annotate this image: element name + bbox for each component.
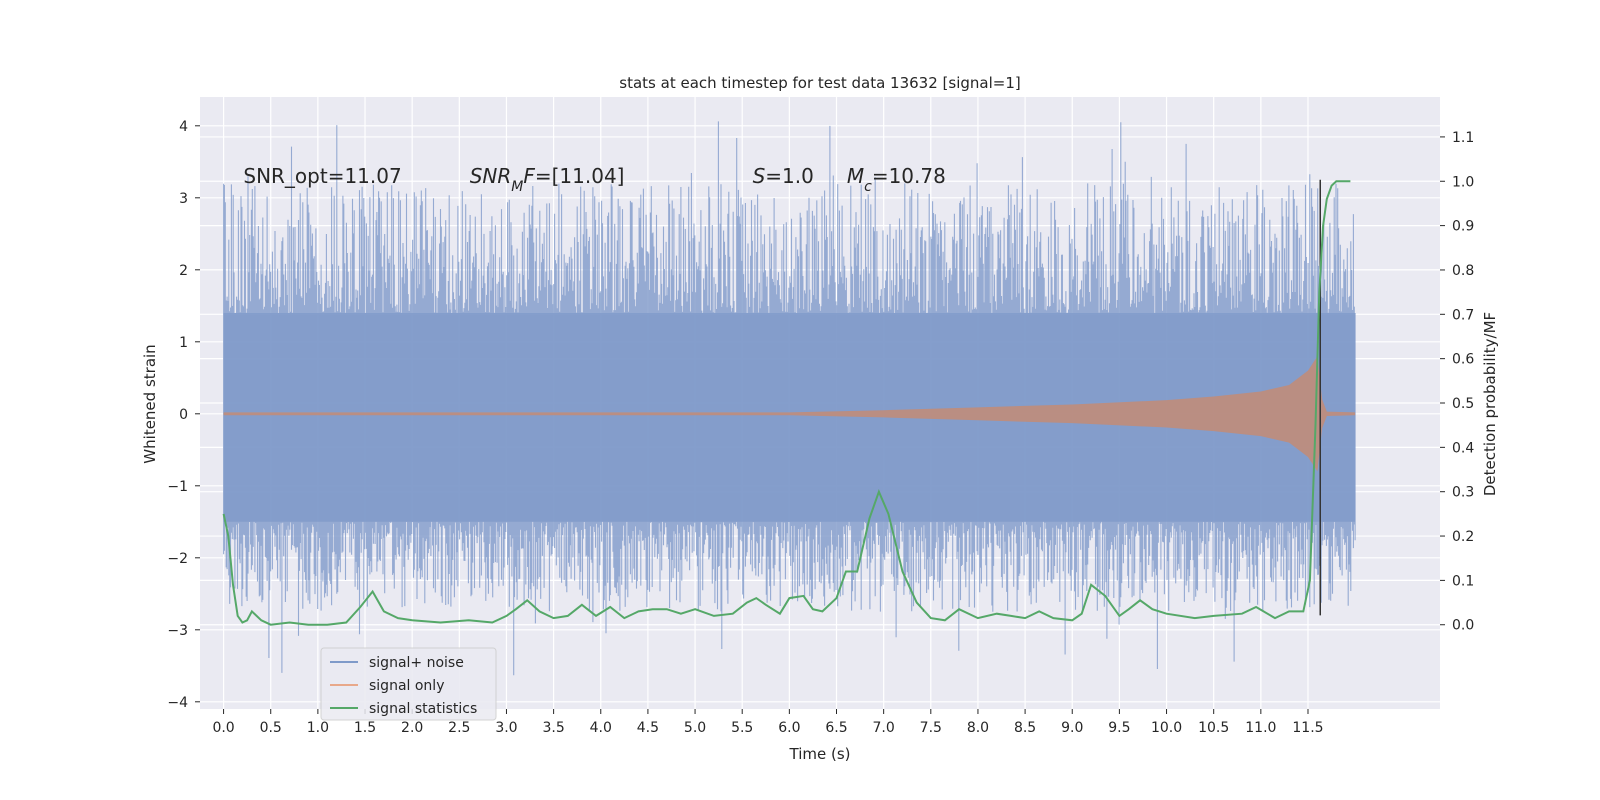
legend: signal+ noise signal only signal statist… bbox=[320, 647, 497, 721]
y-tick-label: 2 bbox=[179, 263, 188, 279]
y-axis-label: Whitened strain bbox=[141, 344, 159, 463]
y2-tick-label: 0.3 bbox=[1452, 485, 1474, 501]
y-tick-label: −1 bbox=[167, 479, 188, 495]
x-tick-label: 8.5 bbox=[1014, 720, 1036, 736]
stats-series-layer bbox=[222, 180, 1351, 626]
signal-only-series bbox=[223, 356, 1356, 472]
y2-tick-label: 0.6 bbox=[1452, 352, 1474, 368]
x-tick-label: 10.5 bbox=[1198, 720, 1229, 736]
y2-tick-label: 0.0 bbox=[1452, 618, 1474, 634]
x-tick-label: 3.0 bbox=[495, 720, 517, 736]
chart-title: stats at each timestep for test data 136… bbox=[619, 74, 1020, 92]
signal-statistics-series bbox=[222, 180, 1351, 626]
annotation-text: Mc=10.78 bbox=[847, 164, 946, 195]
y-tick-label: −4 bbox=[167, 695, 188, 711]
legend-label-noise: signal+ noise bbox=[369, 655, 464, 671]
x-tick-label: 9.0 bbox=[1061, 720, 1083, 736]
x-tick-label: 11.0 bbox=[1245, 720, 1276, 736]
y2-tick-label: 0.9 bbox=[1452, 219, 1474, 235]
x-tick-label: 6.0 bbox=[778, 720, 800, 736]
x-tick-label: 7.5 bbox=[920, 720, 942, 736]
y2-tick-label: 0.5 bbox=[1452, 396, 1474, 412]
y2-axis-label: Detection probability/MF bbox=[1481, 312, 1499, 496]
x-tick-label: 1.5 bbox=[354, 720, 376, 736]
signal-series-layer bbox=[223, 356, 1356, 472]
y-tick-label: −2 bbox=[167, 551, 188, 567]
x-tick-label: 6.5 bbox=[825, 720, 847, 736]
x-tick-label: 8.0 bbox=[967, 720, 989, 736]
legend-box bbox=[320, 647, 497, 721]
x-tick-label: 5.5 bbox=[731, 720, 753, 736]
x-tick-label: 1.0 bbox=[307, 720, 329, 736]
x-tick-label: 9.5 bbox=[1108, 720, 1130, 736]
x-tick-label: 3.5 bbox=[542, 720, 564, 736]
x-tick-label: 4.0 bbox=[590, 720, 612, 736]
legend-label-stats: signal statistics bbox=[369, 701, 477, 717]
y-tick-label: −3 bbox=[167, 623, 188, 639]
x-tick-label: 11.5 bbox=[1292, 720, 1323, 736]
legend-label-signal: signal only bbox=[369, 678, 444, 694]
y2-tick-label: 0.8 bbox=[1452, 263, 1474, 279]
annotation-text: S=1.0 bbox=[753, 164, 814, 188]
y-tick-label: 1 bbox=[179, 335, 188, 351]
y2-tick-label: 0.2 bbox=[1452, 529, 1474, 545]
y-tick-label: 0 bbox=[179, 407, 188, 423]
x-axis-label: Time (s) bbox=[789, 745, 851, 763]
x-tick-label: 4.5 bbox=[637, 720, 659, 736]
annotations: SNR_opt=11.07 SNRMF=[11.04] S=1.0 Mc=10.78 bbox=[243, 164, 945, 195]
y2-tick-label: 1.1 bbox=[1452, 130, 1474, 146]
y2-tick-label: 1.0 bbox=[1452, 174, 1474, 190]
x-tick-label: 0.0 bbox=[212, 720, 234, 736]
x-tick-label: 5.0 bbox=[684, 720, 706, 736]
y2-tick-label: 0.1 bbox=[1452, 573, 1474, 589]
x-tick-label: 10.0 bbox=[1151, 720, 1182, 736]
y2-tick-label: 0.4 bbox=[1452, 440, 1474, 456]
y2-tick-label: 0.7 bbox=[1452, 307, 1474, 323]
annotation-text: SNRMF=[11.04] bbox=[470, 164, 625, 195]
x-tick-label: 2.0 bbox=[401, 720, 423, 736]
annotation-text: SNR_opt=11.07 bbox=[243, 164, 401, 188]
x-tick-label: 0.5 bbox=[260, 720, 282, 736]
y-tick-label: 4 bbox=[179, 119, 188, 135]
x-tick-label: 7.0 bbox=[873, 720, 895, 736]
y-tick-label: 3 bbox=[179, 191, 188, 207]
x-tick-label: 2.5 bbox=[448, 720, 470, 736]
axes: 0.0 0.5 1.0 1.5 2.0 2.5 3.0 3.5 4.0 4.5 5.0 5.5 6.0 6… bbox=[167, 119, 1474, 736]
